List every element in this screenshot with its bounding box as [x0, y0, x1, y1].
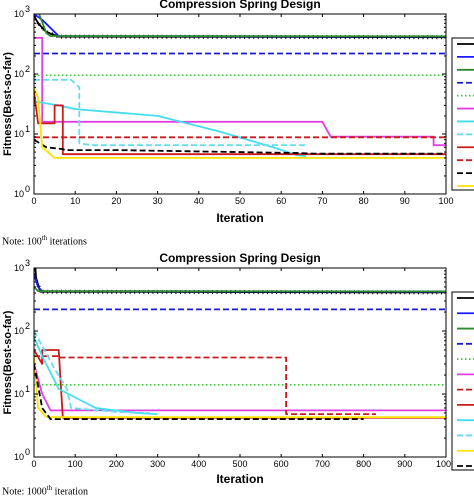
note-superscript: th	[41, 234, 48, 242]
x-tick-label: 500	[232, 459, 247, 469]
note-prefix: Note: 1000	[2, 486, 47, 497]
x-tick-label: 600	[274, 459, 289, 469]
legend-box	[451, 291, 474, 471]
note-iterations: Note: 1000th iteration	[2, 484, 88, 497]
note-suffix: iteration	[52, 486, 88, 497]
series-group	[34, 14, 446, 159]
y-tick-exponent: 2	[25, 64, 30, 74]
x-tick-label: 10	[70, 196, 80, 206]
series-group	[34, 268, 446, 421]
note-prefix: Note: 100	[2, 236, 42, 248]
x-tick-label: 900	[397, 459, 412, 469]
y-tick-label: 10	[14, 129, 24, 139]
x-tick-label: 30	[153, 196, 163, 206]
y-tick-label: 10	[14, 69, 24, 79]
y-tick-label: 10	[14, 326, 24, 336]
chart-title: Compression Spring Design	[159, 0, 320, 11]
x-tick-label: 800	[356, 459, 371, 469]
series-line	[34, 355, 376, 416]
y-tick-exponent: 3	[25, 258, 30, 268]
x-axis-label: Iteration	[216, 211, 263, 225]
chart-panel-iter-1000: Compression Spring Design Iteration Fitn…	[2, 251, 474, 486]
series-line	[34, 336, 158, 415]
y-tick-label: 10	[14, 9, 24, 19]
legend-box	[451, 37, 474, 191]
y-tick-label: 10	[14, 452, 24, 462]
series-line	[34, 273, 446, 293]
y-tick-exponent: 1	[25, 124, 30, 134]
y-tick-exponent: 0	[25, 184, 30, 194]
chart-title: Compression Spring Design	[159, 251, 320, 265]
series-line	[34, 363, 446, 412]
x-tick-label: 1000	[436, 459, 456, 469]
x-tick-label: 400	[191, 459, 206, 469]
x-tick-label: 200	[109, 459, 124, 469]
series-line	[34, 286, 446, 293]
y-axis-label: Fitness(Best-so-far)	[2, 310, 14, 414]
series-line	[34, 14, 446, 38]
y-tick-label: 10	[14, 389, 24, 399]
chart-panel-iter-100: Compression Spring Design Iteration Fitn…	[2, 0, 474, 225]
x-tick-label: 50	[235, 196, 245, 206]
y-tick-exponent: 0	[25, 447, 30, 457]
note-suffix: iterations	[47, 236, 87, 248]
y-tick-exponent: 2	[25, 321, 30, 331]
x-tick-label: 70	[317, 196, 327, 206]
x-tick-label: 40	[194, 196, 204, 206]
series-line	[34, 86, 446, 159]
x-tick-label: 100	[438, 196, 453, 206]
series-line	[34, 91, 446, 156]
x-tick-label: 90	[400, 196, 410, 206]
note-superscript: th	[46, 484, 53, 492]
x-tick-label: 80	[359, 196, 369, 206]
series-line	[34, 78, 306, 147]
series-line	[34, 139, 446, 155]
x-tick-label: 60	[276, 196, 286, 206]
y-tick-label: 10	[14, 263, 24, 273]
x-tick-label: 20	[111, 196, 121, 206]
series-line	[34, 363, 364, 421]
y-tick-label: 10	[14, 189, 24, 199]
series-line	[34, 37, 446, 147]
y-tick-exponent: 3	[25, 4, 30, 14]
plot-frame	[33, 13, 447, 195]
x-tick-label: 700	[315, 459, 330, 469]
series-line	[34, 100, 306, 157]
note-iterations: Note: 100th iterations	[2, 234, 87, 247]
x-tick-label: 300	[150, 459, 165, 469]
y-tick-exponent: 1	[25, 384, 30, 394]
series-line	[38, 14, 446, 38]
plot-frame	[33, 267, 447, 458]
x-tick-label: 100	[68, 459, 83, 469]
x-axis-label: Iteration	[216, 472, 263, 486]
series-line	[34, 14, 446, 39]
x-tick-label: 0	[31, 196, 36, 206]
y-axis-label: Fitness(Best-so-far)	[2, 52, 14, 156]
series-line	[34, 330, 150, 414]
series-line	[34, 356, 446, 419]
x-tick-label: 0	[31, 459, 36, 469]
